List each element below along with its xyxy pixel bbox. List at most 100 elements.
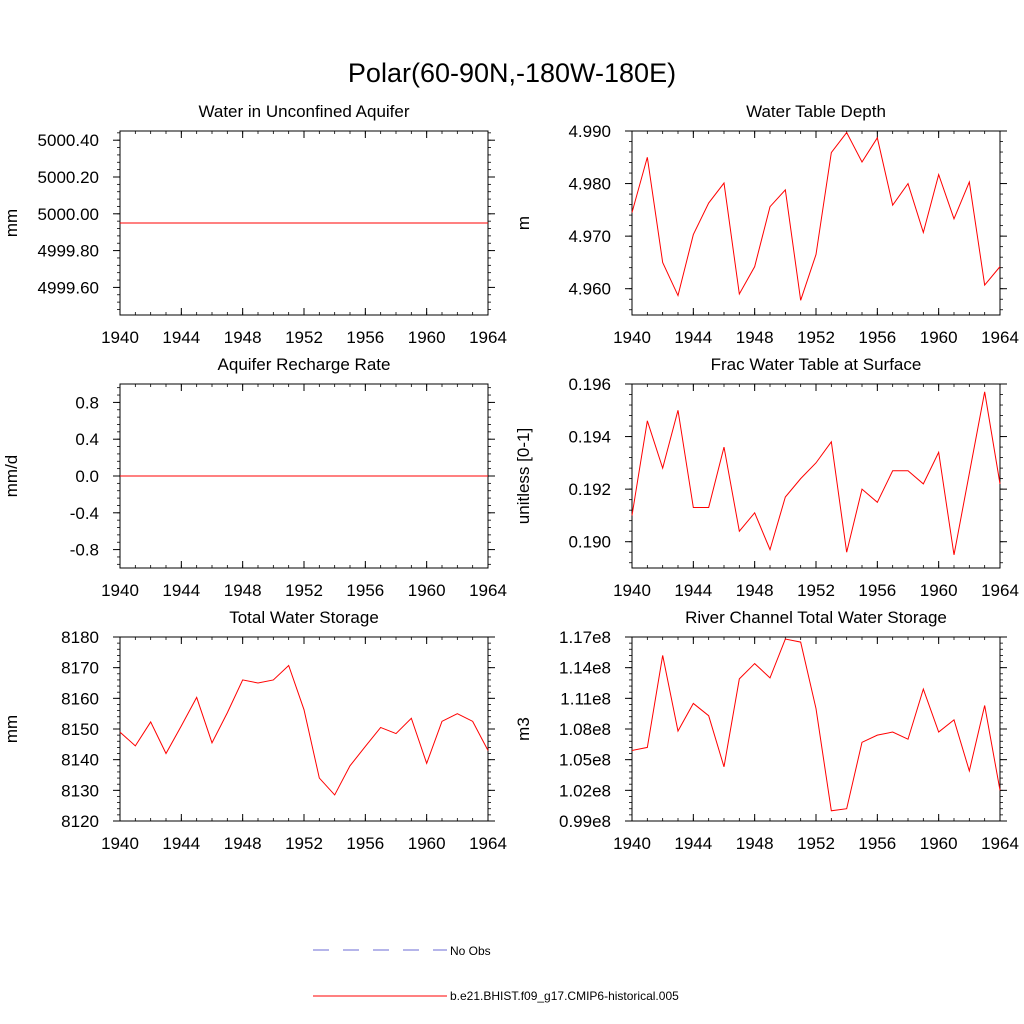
panel-title: Water Table Depth [746,102,886,121]
y-tick-label: 4.960 [568,280,611,299]
y-tick-label: 1.14e8 [559,659,611,678]
x-tick-label: 1956 [858,834,896,853]
x-tick-label: 1940 [101,834,139,853]
x-tick-label: 1960 [920,581,958,600]
y-tick-label: 8140 [61,751,99,770]
x-tick-label: 1964 [981,834,1019,853]
y-tick-label: 0.190 [568,533,611,552]
y-tick-label: -0.8 [70,541,99,560]
chart-panel-4: Frac Water Table at Surface unitless [0-1… [514,355,1019,600]
panel-title: River Channel Total Water Storage [685,608,947,627]
x-tick-label: 1940 [613,328,651,347]
y-tick-label: 4.970 [568,227,611,246]
chart-panels: Water in Unconfined Aquifer mm 1940 1944 194… [2,102,1019,853]
panel-title: Frac Water Table at Surface [711,355,922,374]
y-tick-label: 1.11e8 [560,689,611,708]
x-tick-label: 1952 [285,834,323,853]
chart-panel-5: Total Water Storage mm 1940 1944 1948 1952 195… [2,608,507,853]
x-tick-label: 1940 [613,581,651,600]
x-tick-label: 1940 [101,328,139,347]
series-line-model [631,131,1001,301]
panel-title: Total Water Storage [229,608,379,627]
x-tick-label: 1960 [920,328,958,347]
chart-panel-2: Water Table Depth m 1940 1944 1948 1952 1956 19… [514,102,1019,347]
y-tick-label: 5000.20 [38,168,99,187]
x-tick-label: 1940 [101,581,139,600]
y-axis-label: mm/d [2,455,21,498]
x-tick-label: 1964 [981,328,1019,347]
y-axis-label: m [514,216,533,230]
x-tick-label: 1948 [736,581,774,600]
x-tick-label: 1960 [408,328,446,347]
x-tick-label: 1944 [674,834,712,853]
y-tick-label: 4.980 [568,175,611,194]
legend-label-no-obs: No Obs [450,944,491,958]
y-tick-label: 0.8 [75,393,99,412]
y-tick-label: 8160 [61,689,99,708]
y-tick-label: 8170 [61,659,99,678]
chart-panel-6: River Channel Total Water Storage m3 1940 1… [514,608,1019,853]
x-tick-label: 1956 [346,328,384,347]
x-tick-label: 1944 [162,328,200,347]
y-axis-label: mm [2,715,21,743]
x-tick-label: 1944 [674,328,712,347]
x-tick-label: 1952 [797,581,835,600]
x-tick-label: 1960 [408,834,446,853]
y-tick-label: 1.05e8 [559,751,611,770]
y-tick-label: 0.0 [75,467,99,486]
x-tick-label: 1964 [469,328,507,347]
legend-label-model: b.e21.BHIST.f09_g17.CMIP6-historical.005 [450,989,679,1003]
y-tick-label: 8130 [61,781,99,800]
x-tick-label: 1952 [797,328,835,347]
series-line-model [631,638,1001,812]
x-tick-label: 1964 [469,581,507,600]
x-tick-label: 1960 [920,834,958,853]
x-tick-label: 1956 [346,834,384,853]
y-tick-label: -0.4 [70,504,99,523]
y-axis-label: m3 [514,717,533,741]
x-tick-label: 1956 [858,581,896,600]
x-tick-label: 1956 [858,328,896,347]
x-tick-label: 1940 [613,834,651,853]
x-tick-label: 1944 [674,581,712,600]
y-tick-label: 4999.80 [38,242,99,261]
y-tick-label: 8180 [61,628,99,647]
x-tick-label: 1952 [285,581,323,600]
y-tick-label: 0.99e8 [559,812,611,831]
x-tick-label: 1952 [797,834,835,853]
figure-title: Polar(60-90N,-180W-180E) [348,58,676,88]
y-tick-label: 4999.60 [38,278,99,297]
x-tick-label: 1948 [224,581,262,600]
plot-frame [631,383,1001,569]
x-tick-label: 1948 [736,328,774,347]
y-tick-label: 0.192 [568,480,611,499]
y-tick-label: 8150 [61,720,99,739]
x-tick-label: 1956 [346,581,384,600]
y-tick-label: 1.02e8 [559,781,611,800]
x-tick-label: 1944 [162,581,200,600]
y-tick-label: 0.196 [568,375,611,394]
chart-panel-3: Aquifer Recharge Rate mm/d 1940 1944 1948 195… [2,355,507,600]
y-axis-label: mm [2,209,21,237]
plot-frame [631,130,1001,316]
series-line-model [631,391,1001,555]
x-tick-label: 1948 [224,328,262,347]
plot-frame [631,636,1001,822]
y-tick-label: 0.194 [568,428,611,447]
x-tick-label: 1944 [162,834,200,853]
y-tick-label: 0.4 [75,430,99,449]
y-axis-label: unitless [0-1] [514,428,533,524]
legend: No Obs b.e21.BHIST.f09_g17.CMIP6-histori… [313,944,679,1003]
x-tick-label: 1960 [408,581,446,600]
x-tick-label: 1952 [285,328,323,347]
y-tick-label: 8120 [61,812,99,831]
plot-frame [119,636,489,822]
x-tick-label: 1964 [469,834,507,853]
series-line-model [119,664,489,796]
panel-title: Water in Unconfined Aquifer [198,102,409,121]
y-tick-label: 4.990 [568,122,611,141]
x-tick-label: 1964 [981,581,1019,600]
y-tick-label: 1.08e8 [559,720,611,739]
y-tick-label: 5000.40 [38,131,99,150]
